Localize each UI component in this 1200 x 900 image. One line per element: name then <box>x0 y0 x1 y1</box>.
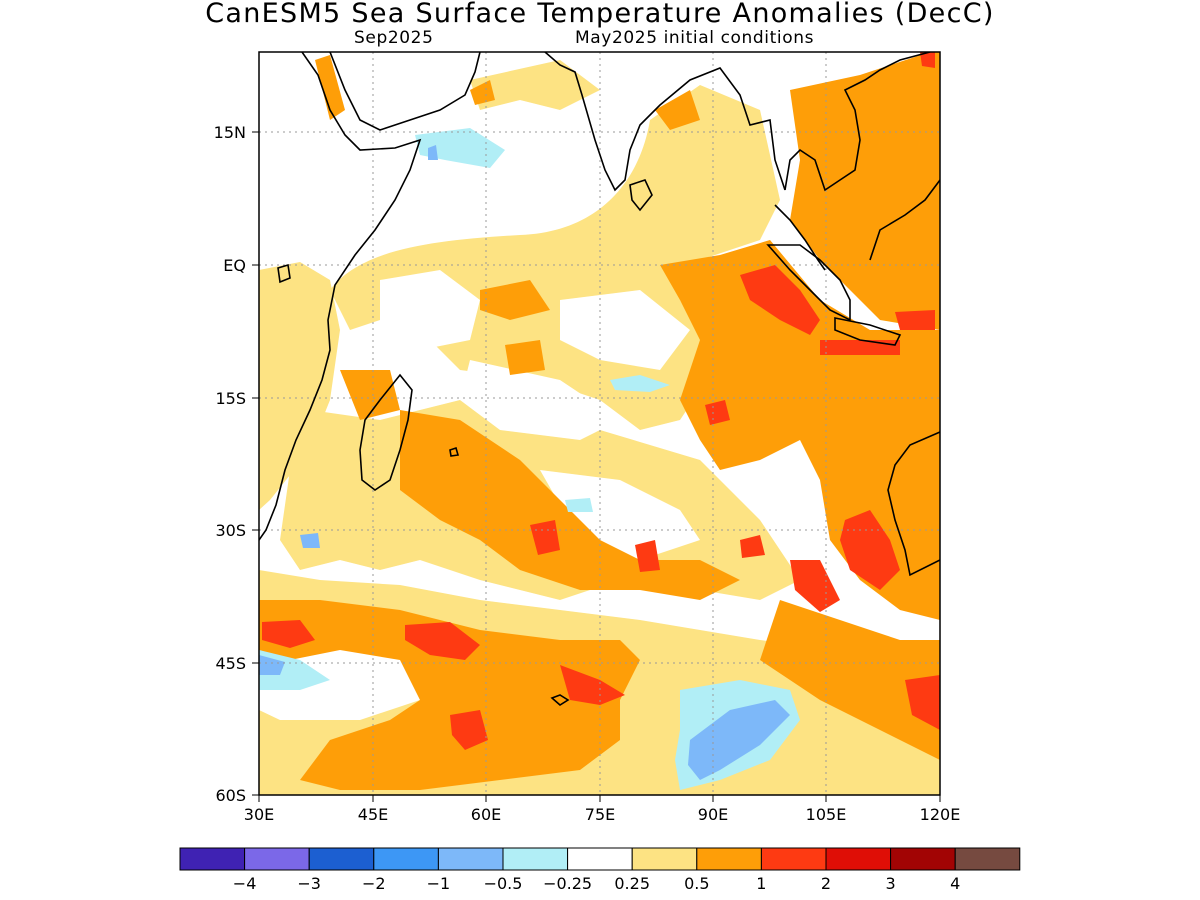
coastline-australia <box>887 431 940 577</box>
anomaly-region-cool-blob-2 <box>428 145 438 160</box>
anomaly-region-orange-patch-2 <box>505 340 545 375</box>
anomaly-region-red-south-2 <box>560 665 625 705</box>
colorbar-swatch <box>890 847 956 871</box>
colorbar-swatch <box>308 847 375 871</box>
grid-lines <box>259 52 940 795</box>
lat-label-30s: 30S <box>215 521 246 540</box>
anomaly-region-cool-blob <box>300 533 320 548</box>
lon-label-45e: 45E <box>358 805 388 824</box>
coastline-island-seychelles <box>277 263 291 284</box>
anomaly-gap-1 <box>380 270 480 350</box>
anomaly-region-red-south-1 <box>405 622 480 660</box>
colorbar-swatch <box>696 847 762 871</box>
colorbar-swatch <box>760 847 827 871</box>
anomaly-region-red-south-4 <box>905 675 940 730</box>
colorbar-swatch <box>373 847 439 871</box>
coastline-arabia <box>329 52 481 131</box>
colorbar-tick-label: −1 <box>427 874 451 893</box>
anomaly-region-orange-patch <box>480 280 550 320</box>
colorbar-tick-label: 1 <box>756 874 766 893</box>
coastline-sumatra <box>766 244 851 322</box>
anomaly-region-red-mid-3 <box>740 535 765 558</box>
anomaly-region-red-sumatra <box>740 265 820 335</box>
y-ticks <box>252 131 259 796</box>
anomaly-region-light-coastal <box>259 262 340 510</box>
colorbar-swatch <box>244 847 310 871</box>
lon-label-75e: 75E <box>585 805 615 824</box>
anomaly-region-cool-mid <box>565 498 593 512</box>
anomaly-region-red-southwest <box>262 620 315 648</box>
coastline-indochina <box>784 52 931 192</box>
lat-labels: 15N EQ 15S 30S 45S 60S <box>214 123 246 805</box>
coastlines <box>259 52 940 706</box>
anomaly-region-orange-west <box>340 370 400 420</box>
anomaly-region-red-indochina <box>920 52 935 68</box>
colorbar-labels: −4 −3 −2 −1 −0.5 −0.25 0.25 0.5 1 2 3 4 <box>233 874 960 893</box>
coastline-africa <box>259 52 422 541</box>
anomaly-region-cool-southwest-inner <box>259 655 285 675</box>
colorbar-tick-label: −3 <box>297 874 321 893</box>
coastline-madagascar <box>359 373 413 491</box>
anomaly-region-red-java <box>820 340 900 355</box>
lon-labels: 30E 45E 60E 75E 90E 105E 120E <box>244 805 961 824</box>
colorbar-tick-label: −0.5 <box>484 874 523 893</box>
colorbar-swatch <box>502 847 569 871</box>
lon-label-120e: 120E <box>920 805 961 824</box>
colorbar-tick-label: 4 <box>950 874 960 893</box>
valid-month-label: Sep2025 <box>354 28 434 48</box>
anomaly-region-red-mid-1 <box>530 520 560 555</box>
anomaly-region-red-mid-2 <box>635 540 660 572</box>
anomaly-field <box>259 52 940 795</box>
coastline-india <box>544 52 786 192</box>
coastline-island-kerguelen <box>550 694 570 706</box>
anomaly-region-orange-south <box>259 600 640 790</box>
lat-label-15s: 15S <box>215 389 246 408</box>
coastline-sri-lanka <box>629 179 653 212</box>
colorbar-tick-label: 2 <box>821 874 831 893</box>
anomaly-region-cool-central <box>610 375 670 392</box>
colorbar-swatch <box>954 847 1021 871</box>
anomaly-region-red-south-3 <box>450 710 488 750</box>
anomaly-gap-3 <box>460 360 620 440</box>
anomaly-region-orange-indochina <box>790 52 940 330</box>
anomaly-region-red-wa-2 <box>790 560 840 612</box>
init-conditions-label: May2025 initial conditions <box>575 28 815 48</box>
anomaly-region-orange-southeast <box>760 600 940 760</box>
anomaly-region-orange-arabian-patch <box>470 80 495 105</box>
coastline-malay <box>774 204 826 271</box>
coastline-java <box>834 317 902 346</box>
colorbar-swatch <box>825 847 892 871</box>
colorbar-swatch <box>179 847 246 871</box>
anomaly-region-red-central-blob <box>705 400 730 425</box>
colorbar-tick-label: 3 <box>886 874 896 893</box>
lat-label-eq: EQ <box>223 256 246 275</box>
lon-label-60e: 60E <box>471 805 501 824</box>
colorbar-swatch <box>437 847 504 871</box>
colorbar-swatch <box>567 847 633 871</box>
x-ticks <box>258 795 941 802</box>
coastline-borneo <box>869 179 940 261</box>
anomaly-region-orange-mid <box>400 410 740 600</box>
anomaly-gap-2 <box>560 290 690 370</box>
colorbar-tick-label: −4 <box>233 874 257 893</box>
map-title: CanESM5 Sea Surface Temperature Anomalie… <box>205 0 995 29</box>
colorbar-swatch <box>631 847 698 871</box>
lon-label-105e: 105E <box>806 805 847 824</box>
lat-label-60s: 60S <box>215 786 246 805</box>
anomaly-region-orange-bengal <box>655 90 700 130</box>
colorbar-tick-label: 0.5 <box>684 874 709 893</box>
lon-label-90e: 90E <box>698 805 728 824</box>
colorbar-tick-label: 0.25 <box>614 874 650 893</box>
lon-label-30e: 30E <box>244 805 274 824</box>
colorbar <box>179 847 1021 871</box>
coastline-island-reunion <box>449 446 460 457</box>
anomaly-region-orange-red-sea <box>315 55 345 120</box>
colorbar-tick-label: −0.25 <box>543 874 592 893</box>
lat-label-45s: 45S <box>215 654 246 673</box>
lat-label-15n: 15N <box>214 123 246 142</box>
anomaly-region-light-arabian <box>470 60 600 110</box>
anomaly-region-red-borneo <box>895 310 935 330</box>
colorbar-tick-label: −2 <box>362 874 386 893</box>
